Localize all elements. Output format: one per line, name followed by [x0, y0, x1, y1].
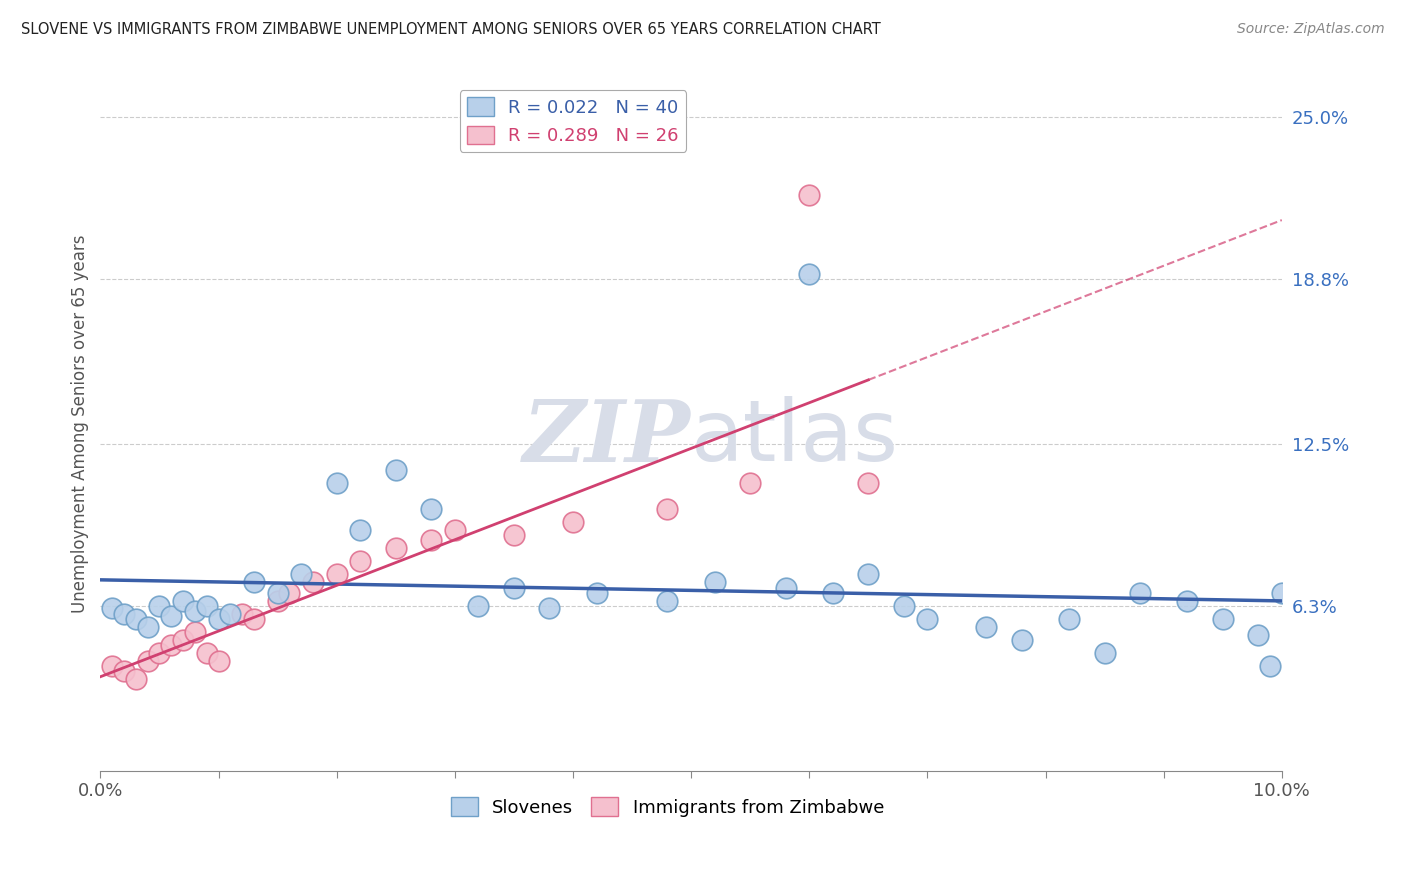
Point: [266, 593, 288, 607]
Point: [1247, 627, 1270, 641]
Point: [1057, 612, 1080, 626]
Point: [1212, 612, 1234, 626]
Point: [136, 620, 159, 634]
Text: Source: ZipAtlas.com: Source: ZipAtlas.com: [1237, 22, 1385, 37]
Point: [585, 586, 607, 600]
Point: [195, 599, 218, 613]
Point: [1175, 593, 1198, 607]
Point: [858, 567, 880, 582]
Point: [657, 502, 679, 516]
Point: [136, 654, 159, 668]
Point: [160, 638, 183, 652]
Point: [349, 523, 371, 537]
Point: [148, 599, 170, 613]
Point: [703, 575, 725, 590]
Point: [184, 604, 207, 618]
Point: [443, 523, 465, 537]
Point: [384, 463, 406, 477]
Y-axis label: Unemployment Among Seniors over 65 years: Unemployment Among Seniors over 65 years: [72, 235, 89, 614]
Point: [172, 632, 194, 647]
Point: [858, 475, 880, 490]
Point: [148, 646, 170, 660]
Point: [1129, 586, 1152, 600]
Text: atlas: atlas: [692, 396, 898, 479]
Point: [502, 528, 524, 542]
Point: [125, 612, 148, 626]
Point: [184, 625, 207, 640]
Point: [101, 601, 124, 615]
Point: [243, 575, 266, 590]
Point: [101, 659, 124, 673]
Text: ZIP: ZIP: [523, 396, 692, 480]
Point: [467, 599, 489, 613]
Point: [917, 612, 939, 626]
Point: [1011, 632, 1033, 647]
Point: [799, 188, 821, 202]
Point: [266, 586, 288, 600]
Point: [502, 581, 524, 595]
Point: [219, 607, 242, 621]
Point: [1271, 586, 1294, 600]
Point: [325, 475, 347, 490]
Point: [172, 593, 194, 607]
Text: SLOVENE VS IMMIGRANTS FROM ZIMBABWE UNEMPLOYMENT AMONG SENIORS OVER 65 YEARS COR: SLOVENE VS IMMIGRANTS FROM ZIMBABWE UNEM…: [21, 22, 880, 37]
Point: [278, 586, 301, 600]
Point: [740, 475, 762, 490]
Point: [125, 672, 148, 686]
Point: [775, 581, 797, 595]
Point: [302, 575, 325, 590]
Point: [290, 567, 312, 582]
Point: [195, 646, 218, 660]
Point: [243, 612, 266, 626]
Point: [1094, 646, 1116, 660]
Point: [325, 567, 347, 582]
Point: [160, 609, 183, 624]
Point: [821, 586, 844, 600]
Point: [562, 515, 585, 529]
Point: [538, 601, 561, 615]
Point: [420, 533, 443, 548]
Point: [1258, 659, 1281, 673]
Point: [893, 599, 915, 613]
Point: [349, 554, 371, 568]
Point: [231, 607, 253, 621]
Point: [112, 665, 135, 679]
Point: [207, 654, 229, 668]
Point: [112, 607, 135, 621]
Legend: Slovenes, Immigrants from Zimbabwe: Slovenes, Immigrants from Zimbabwe: [443, 790, 891, 824]
Point: [657, 593, 679, 607]
Point: [384, 541, 406, 556]
Point: [420, 502, 443, 516]
Point: [207, 612, 229, 626]
Point: [799, 267, 821, 281]
Point: [976, 620, 998, 634]
